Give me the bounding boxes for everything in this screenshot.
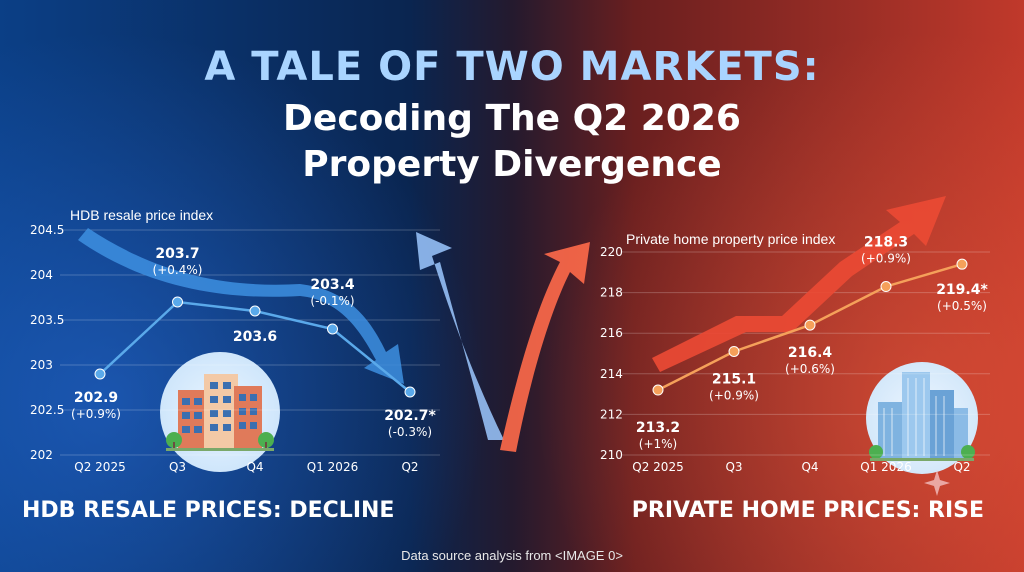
hdb-value-label: 203.7 bbox=[155, 246, 199, 262]
hdb-value-label: 203.4 bbox=[310, 277, 355, 293]
private-change-label: (+0.5%) bbox=[937, 299, 987, 313]
private-data-point bbox=[880, 281, 892, 293]
hdb-value-label: 202.7* bbox=[384, 408, 436, 424]
hdb-x-tick-label: Q2 bbox=[401, 460, 418, 474]
hdb-y-tick-label: 203.5 bbox=[30, 313, 64, 327]
hdb-data-point bbox=[172, 296, 183, 308]
hdb-x-tick-label: Q3 bbox=[169, 460, 186, 474]
title-line-3: Property Divergence bbox=[302, 144, 722, 185]
private-change-label: (+0.9%) bbox=[861, 252, 911, 266]
private-x-tick-label: Q1 2026 bbox=[860, 460, 911, 474]
hdb-data-point bbox=[327, 323, 338, 335]
title-line-1: A TALE OF TWO MARKETS: bbox=[204, 44, 820, 90]
hdb-y-tick-label: 204 bbox=[30, 268, 53, 282]
private-caption: PRIVATE HOME PRICES: RISE bbox=[631, 498, 984, 523]
hdb-x-tick-label: Q4 bbox=[246, 460, 263, 474]
private-x-tick-label: Q3 bbox=[725, 460, 742, 474]
hdb-value-label: 203.6 bbox=[233, 329, 277, 345]
private-value-label: 213.2 bbox=[636, 420, 680, 436]
hdb-change-label: (+0.9%) bbox=[71, 407, 121, 421]
hdb-data-point bbox=[249, 305, 261, 317]
hdb-data-point bbox=[94, 368, 106, 380]
hdb-y-tick-label: 204.5 bbox=[30, 223, 64, 237]
title-line-2: Decoding The Q2 2026 bbox=[283, 98, 741, 139]
private-data-point bbox=[956, 258, 968, 270]
center-red-curved-arrow bbox=[500, 242, 590, 452]
hdb-caption: HDB RESALE PRICES: DECLINE bbox=[22, 498, 395, 523]
hdb-change-label: (-0.3%) bbox=[388, 425, 432, 439]
hdb-y-tick-label: 202 bbox=[30, 448, 53, 462]
private-change-label: (+0.6%) bbox=[785, 362, 835, 376]
source-note: Data source analysis from <IMAGE 0> bbox=[401, 548, 623, 563]
private-y-tick-label: 214 bbox=[600, 367, 623, 381]
private-y-tick-label: 218 bbox=[600, 286, 623, 300]
private-y-tick-label: 212 bbox=[600, 407, 623, 421]
private-x-tick-label: Q2 2025 bbox=[632, 460, 683, 474]
condo-building-icon bbox=[866, 362, 978, 474]
hdb-x-tick-label: Q2 2025 bbox=[74, 460, 125, 474]
hdb-x-tick-label: Q1 2026 bbox=[307, 460, 358, 474]
private-x-tick-label: Q2 bbox=[953, 460, 970, 474]
hdb-data-point bbox=[404, 386, 416, 398]
private-data-point bbox=[804, 319, 816, 331]
private-rise-arrow bbox=[652, 196, 946, 372]
hdb-y-tick-label: 202.5 bbox=[30, 403, 64, 417]
private-y-tick-label: 210 bbox=[600, 448, 623, 462]
sparkle-icon bbox=[924, 470, 950, 496]
private-axis-title: Private home property price index bbox=[626, 231, 835, 247]
private-y-tick-label: 220 bbox=[600, 245, 623, 259]
center-blue-curved-arrow bbox=[416, 232, 504, 440]
private-change-label: (+1%) bbox=[639, 437, 677, 451]
hdb-change-label: (+0.4%) bbox=[153, 263, 203, 277]
private-x-tick-label: Q4 bbox=[801, 460, 818, 474]
hdb-y-tick-label: 203 bbox=[30, 358, 53, 372]
private-value-label: 218.3 bbox=[864, 235, 908, 251]
private-value-label: 219.4* bbox=[936, 282, 988, 298]
hdb-axis-title: HDB resale price index bbox=[70, 207, 213, 223]
hdb-value-label: 202.9 bbox=[74, 390, 118, 406]
private-data-point bbox=[652, 384, 664, 396]
hdb-change-label: (-0.1%) bbox=[310, 294, 354, 308]
private-value-label: 216.4 bbox=[788, 345, 833, 361]
hdb-decline-arrow bbox=[78, 228, 404, 384]
private-gridlines bbox=[622, 251, 990, 456]
private-y-tick-label: 216 bbox=[600, 326, 623, 340]
private-value-label: 215.1 bbox=[712, 371, 756, 387]
private-data-point bbox=[728, 345, 740, 357]
hdb-building-icon bbox=[160, 352, 280, 472]
private-change-label: (+0.9%) bbox=[709, 388, 759, 402]
